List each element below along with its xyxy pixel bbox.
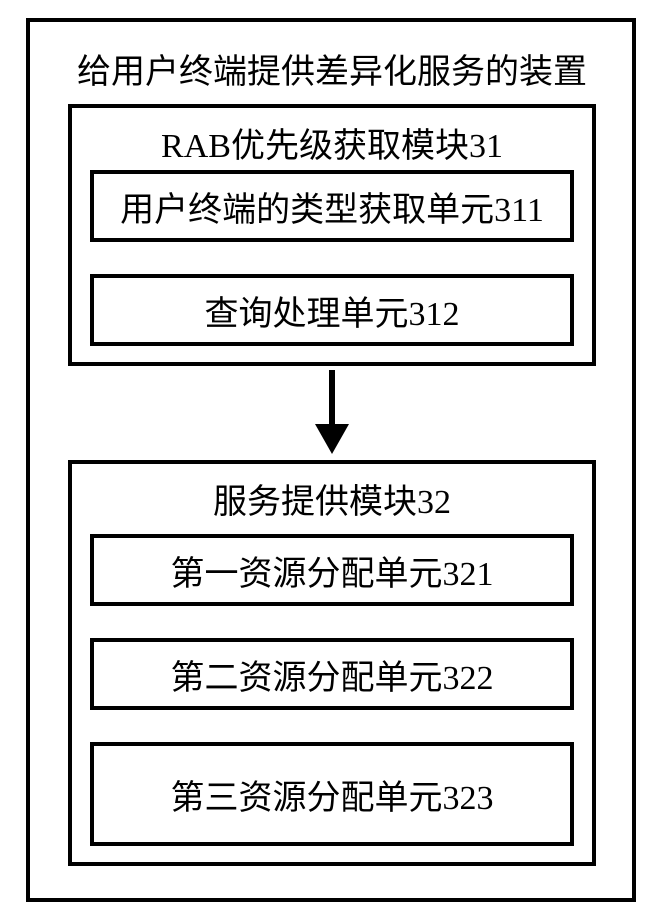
resource-alloc-unit-1: 第一资源分配单元321: [90, 534, 574, 606]
service-provide-module-title: 服务提供模块32: [68, 474, 596, 523]
resource-alloc-unit-2: 第二资源分配单元322: [90, 638, 574, 710]
arrow-shape: [315, 370, 349, 454]
resource-alloc-unit-3: 第三资源分配单元323: [90, 742, 574, 846]
resource-alloc-unit-2-label: 第二资源分配单元322: [171, 650, 494, 699]
flow-arrow: [313, 370, 351, 456]
resource-alloc-unit-1-label: 第一资源分配单元321: [171, 546, 494, 595]
terminal-type-unit: 用户终端的类型获取单元311: [90, 170, 574, 242]
device-title: 给用户终端提供差异化服务的装置: [52, 44, 612, 93]
resource-alloc-unit-3-label: 第三资源分配单元323: [171, 770, 494, 819]
query-processing-unit: 查询处理单元312: [90, 274, 574, 346]
query-processing-unit-label: 查询处理单元312: [205, 286, 460, 335]
terminal-type-unit-label: 用户终端的类型获取单元311: [120, 182, 544, 231]
rab-priority-module-title: RAB优先级获取模块31: [68, 118, 596, 167]
